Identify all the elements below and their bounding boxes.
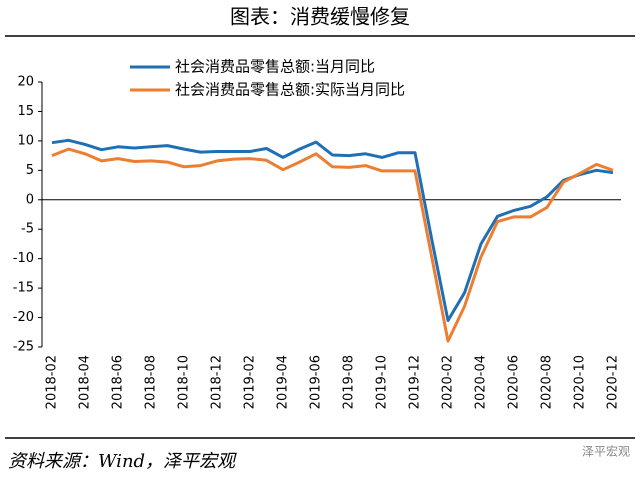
y-tick-label: -10	[13, 251, 34, 266]
x-tick-label: 2019-08	[342, 355, 357, 409]
x-tick-label: 2018-06	[111, 355, 126, 409]
x-tick-label: 2019-06	[309, 355, 324, 409]
x-tick-label: 2019-04	[276, 355, 291, 409]
x-tick-label: 2018-08	[144, 355, 159, 409]
x-tick-label: 2018-10	[177, 355, 192, 409]
x-tick-label: 2020-08	[540, 355, 555, 409]
x-tick-label: 2019-10	[375, 355, 390, 409]
y-tick-label: 0	[26, 192, 34, 207]
y-tick-label: -5	[21, 222, 34, 237]
y-tick-label: 5	[26, 163, 34, 178]
legend-label: 社会消费品零售总额:实际当月同比	[175, 81, 405, 99]
y-tick-label: -25	[13, 340, 34, 355]
y-tick-label: 15	[17, 104, 34, 119]
x-tick-label: 2020-02	[441, 355, 456, 409]
x-tick-label: 2018-12	[210, 355, 225, 409]
y-tick-label: -15	[13, 281, 34, 296]
x-tick-label: 2019-12	[408, 355, 423, 409]
x-tick-label: 2019-02	[243, 355, 258, 409]
legend-label: 社会消费品零售总额:当月同比	[175, 58, 375, 76]
y-tick-label: 20	[17, 75, 34, 90]
x-tick-label: 2020-10	[573, 355, 588, 409]
watermark: 泽平宏观	[582, 444, 630, 459]
y-tick-label: 10	[17, 133, 34, 148]
x-tick-label: 2020-06	[507, 355, 522, 409]
x-tick-label: 2020-04	[474, 355, 489, 409]
chart-title: 图表：消费缓慢修复	[230, 5, 410, 29]
x-tick-label: 2020-12	[606, 355, 621, 409]
x-tick-label: 2018-04	[78, 355, 93, 409]
series-line	[51, 147, 614, 343]
y-tick-label: -20	[13, 310, 34, 325]
source: 资料来源：Wind，泽平宏观	[8, 451, 237, 472]
series-line	[51, 138, 614, 322]
x-tick-label: 2018-02	[45, 355, 60, 409]
